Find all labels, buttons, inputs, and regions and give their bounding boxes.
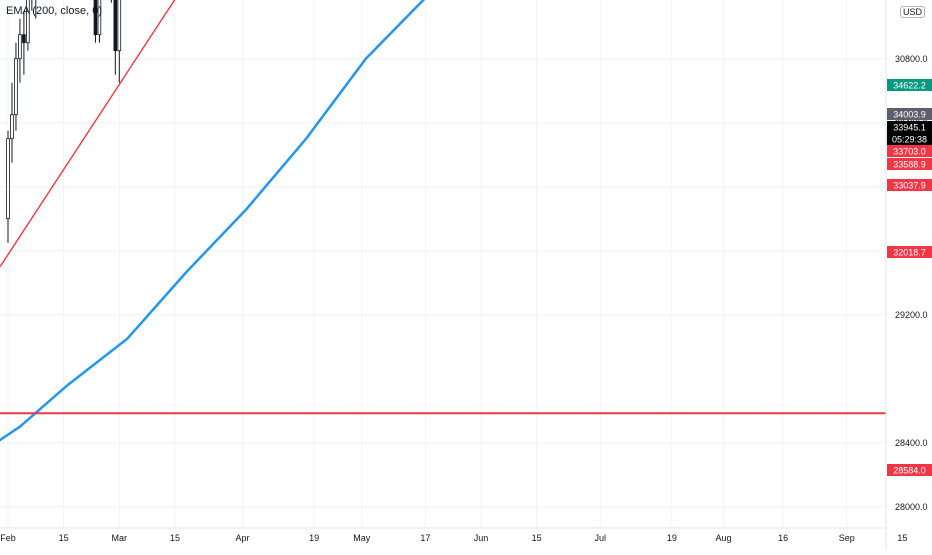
time-tick-label: Mar <box>112 533 128 543</box>
price-tick-label: 29200.0 <box>895 310 928 320</box>
price-label-text: 33945.1 <box>893 123 926 133</box>
time-tick-label: Apr <box>236 533 250 543</box>
price-label-text: 33703.0 <box>893 147 926 157</box>
time-tick-label: Sep <box>839 533 855 543</box>
time-tick-label: 15 <box>59 533 69 543</box>
time-tick-label: May <box>353 533 371 543</box>
time-tick-label: 15 <box>170 533 180 543</box>
time-tick-label: Feb <box>0 533 16 543</box>
price-tick-label: 28400.0 <box>895 438 928 448</box>
currency-badge[interactable]: USD <box>900 6 925 18</box>
candle-body <box>11 115 14 139</box>
price-label-text: 34622.2 <box>893 81 926 91</box>
time-tick-label: Jun <box>474 533 489 543</box>
candle-body <box>7 139 10 219</box>
indicator-label[interactable]: EMA (200, close, 0) <box>6 5 102 17</box>
price-label-text: 34003.9 <box>893 110 926 120</box>
price-label-text: 28584.0 <box>893 466 926 476</box>
candle-body <box>23 35 26 43</box>
price-label-text: 32018.7 <box>893 248 926 258</box>
time-tick-label: 17 <box>420 533 430 543</box>
time-tick-label: Aug <box>715 533 731 543</box>
time-tick-label: 16 <box>778 533 788 543</box>
candle-body <box>15 59 18 115</box>
candle-body <box>19 35 22 59</box>
candle-body <box>118 0 121 51</box>
price-label-text: 33037.9 <box>893 181 926 191</box>
price-label-text: 05:29:38 <box>892 135 927 145</box>
price-tick-label: 30800.0 <box>895 54 928 64</box>
time-tick-label: 19 <box>667 533 677 543</box>
price-tick-label: 28000.0 <box>895 502 928 512</box>
time-tick-label: 15 <box>532 533 542 543</box>
time-tick-label: Jul <box>595 533 607 543</box>
time-tick-label: 19 <box>309 533 319 543</box>
price-label-text: 33588.9 <box>893 160 926 170</box>
time-tick-label: 15 <box>897 533 907 543</box>
candle-body <box>114 0 117 51</box>
